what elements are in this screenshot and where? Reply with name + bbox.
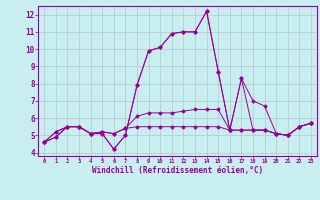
X-axis label: Windchill (Refroidissement éolien,°C): Windchill (Refroidissement éolien,°C)	[92, 166, 263, 175]
